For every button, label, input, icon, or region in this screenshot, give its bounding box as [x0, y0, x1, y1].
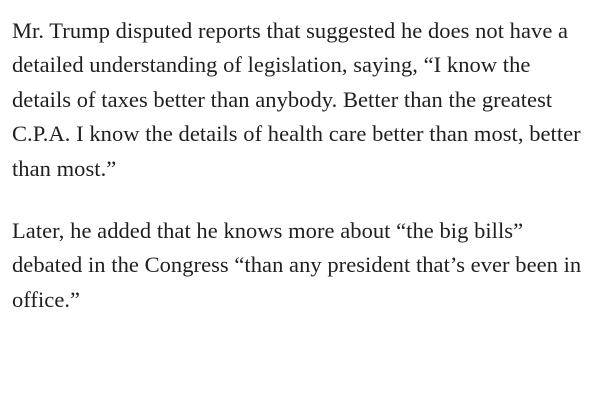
article-paragraph-1: Mr. Trump disputed reports that suggeste… [12, 18, 581, 181]
article-body: Mr. Trump disputed reports that suggeste… [12, 14, 592, 317]
article-paragraph-2: Later, he added that he knows more about… [12, 218, 582, 312]
